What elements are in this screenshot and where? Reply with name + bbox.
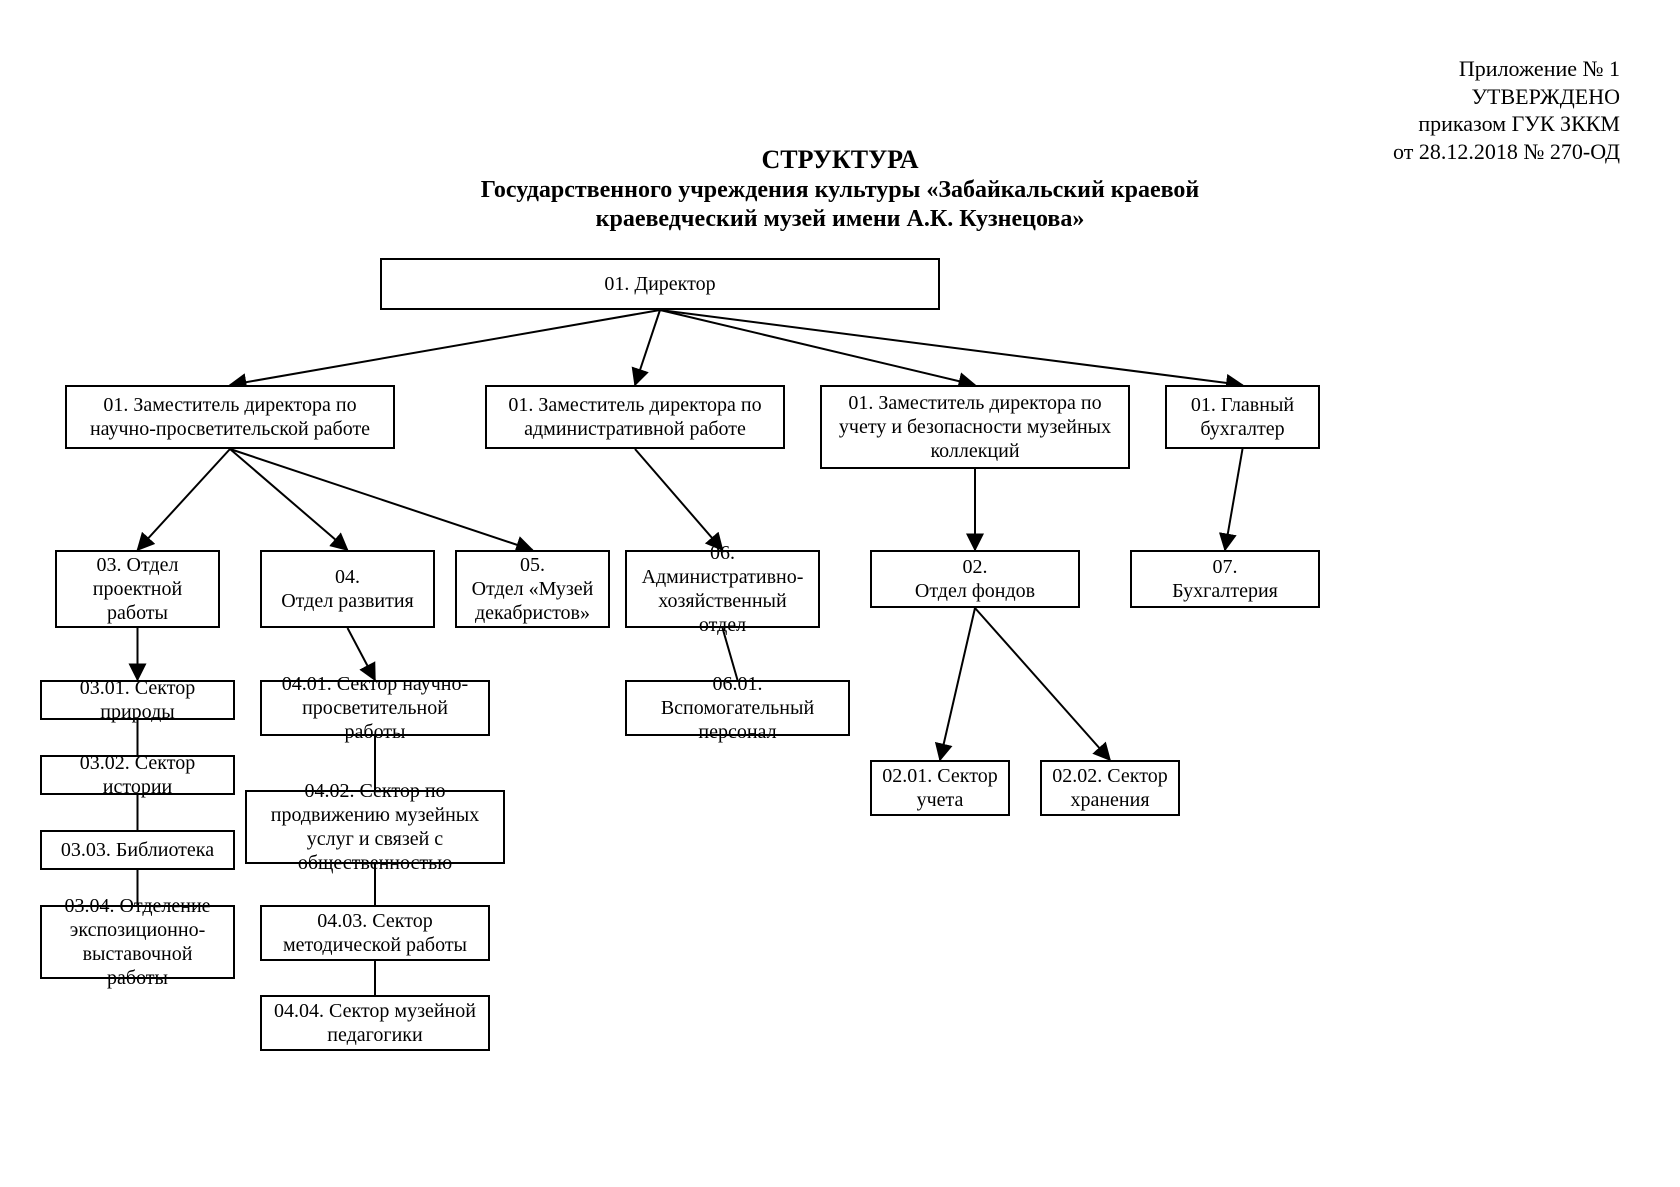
title-line-2: Государственного учреждения культуры «За… — [0, 177, 1680, 204]
node-s0304: 03.04. Отделение экспозиционно-выставочн… — [40, 905, 235, 979]
title-line-3: краеведческий музей имени А.К. Кузнецова… — [0, 206, 1680, 233]
node-dep_admin: 01. Заместитель директора по администрат… — [485, 385, 785, 449]
node-label: 01. Заместитель директора по администрат… — [497, 393, 773, 441]
edge-director-dep_admin — [635, 310, 660, 385]
approval-line-1: Приложение № 1 — [1393, 55, 1620, 83]
node-label: 06.Административно-хозяйственный отдел — [637, 541, 808, 637]
edge-d02-s0201 — [940, 608, 975, 760]
node-label: 01. Главный бухгалтер — [1177, 393, 1308, 441]
node-d06: 06.Административно-хозяйственный отдел — [625, 550, 820, 628]
node-label: 03.04. Отделение экспозиционно-выставочн… — [52, 894, 223, 990]
node-label: 04.02. Сектор по продвижению музейных ус… — [257, 779, 493, 875]
edge-director-chief_acc — [660, 310, 1243, 385]
node-s0404: 04.04. Сектор музейной педагогики — [260, 995, 490, 1051]
edge-dep_sci-d05 — [230, 449, 533, 550]
edge-director-dep_funds — [660, 310, 975, 385]
edge-dep_admin-d06 — [635, 449, 723, 550]
node-s0202: 02.02. Сектор хранения — [1040, 760, 1180, 816]
node-d07: 07.Бухгалтерия — [1130, 550, 1320, 608]
node-s0403: 04.03. Сектор методической работы — [260, 905, 490, 961]
edge-dep_sci-d04 — [230, 449, 348, 550]
node-s0201: 02.01. Сектор учета — [870, 760, 1010, 816]
node-s0303: 03.03. Библиотека — [40, 830, 235, 870]
node-label: 01. Заместитель директора по научно-прос… — [77, 393, 383, 441]
org-chart-page: Приложение № 1 УТВЕРЖДЕНО приказом ГУК З… — [0, 0, 1680, 1187]
node-d03: 03. Отдел проектной работы — [55, 550, 220, 628]
node-d02: 02.Отдел фондов — [870, 550, 1080, 608]
approval-line-3: приказом ГУК ЗККМ — [1393, 110, 1620, 138]
node-d05: 05.Отдел «Музей декабристов» — [455, 550, 610, 628]
node-s0401: 04.01. Сектор научно-просветительной раб… — [260, 680, 490, 736]
node-label: 03.01. Сектор природы — [52, 676, 223, 724]
node-label: 03.03. Библиотека — [61, 838, 214, 862]
node-label: 01. Заместитель директора по учету и без… — [832, 391, 1118, 463]
node-label: 04.03. Сектор методической работы — [272, 909, 478, 957]
node-dep_sci: 01. Заместитель директора по научно-прос… — [65, 385, 395, 449]
edge-director-dep_sci — [230, 310, 660, 385]
node-label: 07.Бухгалтерия — [1172, 555, 1278, 603]
node-label: 02.01. Сектор учета — [882, 764, 998, 812]
node-label: 03. Отдел проектной работы — [67, 553, 208, 625]
node-s0301: 03.01. Сектор природы — [40, 680, 235, 720]
node-label: 03.02. Сектор истории — [52, 751, 223, 799]
node-s0302: 03.02. Сектор истории — [40, 755, 235, 795]
node-label: 06.01. Вспомогательный персонал — [637, 672, 838, 744]
node-s0601: 06.01. Вспомогательный персонал — [625, 680, 850, 736]
node-label: 01. Директор — [604, 272, 715, 296]
title-line-1: СТРУКТУРА — [0, 145, 1680, 175]
node-label: 04.Отдел развития — [281, 565, 414, 613]
node-d04: 04.Отдел развития — [260, 550, 435, 628]
node-s0402: 04.02. Сектор по продвижению музейных ус… — [245, 790, 505, 864]
node-label: 04.04. Сектор музейной педагогики — [272, 999, 478, 1047]
edge-d02-s0202 — [975, 608, 1110, 760]
node-chief_acc: 01. Главный бухгалтер — [1165, 385, 1320, 449]
approval-line-2: УТВЕРЖДЕНО — [1393, 83, 1620, 111]
node-label: 05.Отдел «Музей декабристов» — [467, 553, 598, 625]
node-label: 04.01. Сектор научно-просветительной раб… — [272, 672, 478, 744]
edge-dep_sci-d03 — [138, 449, 231, 550]
node-dep_funds: 01. Заместитель директора по учету и без… — [820, 385, 1130, 469]
node-label: 02.Отдел фондов — [915, 555, 1035, 603]
edge-chief_acc-d07 — [1225, 449, 1243, 550]
title-block: СТРУКТУРА Государственного учреждения ку… — [0, 145, 1680, 233]
node-label: 02.02. Сектор хранения — [1052, 764, 1168, 812]
node-director: 01. Директор — [380, 258, 940, 310]
